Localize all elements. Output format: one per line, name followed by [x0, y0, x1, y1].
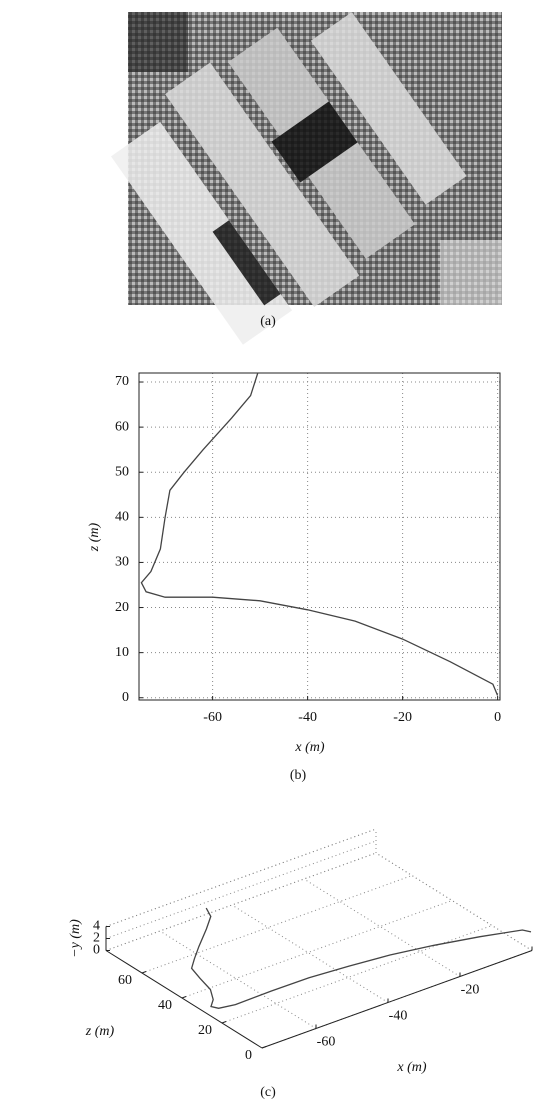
caption: (b) — [290, 768, 307, 783]
z-tick-label: 60 — [118, 973, 132, 988]
tick-mark — [181, 996, 187, 999]
grid-line — [141, 875, 413, 974]
x-tick-label: -20 — [393, 710, 412, 725]
grid-line — [105, 840, 377, 939]
x-tick-label: -40 — [389, 1009, 408, 1024]
x-axis-label: x (m) — [396, 1060, 426, 1075]
y-tick-label: 40 — [115, 510, 129, 525]
x-tick-label: -60 — [203, 710, 222, 725]
x-axis — [261, 950, 533, 1049]
tick-mark — [141, 971, 147, 974]
z-tick-label: 20 — [198, 1023, 212, 1038]
z-tick-label: 0 — [245, 1048, 252, 1063]
grid-line — [303, 878, 461, 977]
grid-line — [221, 925, 493, 1024]
y-tick-label: 60 — [115, 419, 129, 434]
data-line — [140, 372, 499, 696]
x-tick-label: -40 — [298, 710, 317, 725]
caption: (a) — [260, 314, 276, 329]
x-tick-label: 0 — [494, 710, 501, 725]
x-tick-label: -60 — [317, 1035, 336, 1050]
caption: (c) — [260, 1085, 276, 1100]
y-tick-label: 4 — [93, 919, 100, 934]
y-axis-label: −y (m) — [68, 919, 83, 958]
grid-line — [159, 930, 317, 1029]
y-tick-label: 2 — [93, 931, 100, 946]
y-tick-label: 50 — [115, 464, 129, 479]
y-tick-label: 20 — [115, 600, 129, 615]
data-line — [190, 907, 532, 1009]
x-axis-label: x (m) — [294, 740, 324, 755]
plot-frame — [138, 372, 501, 701]
grid-line — [231, 904, 389, 1003]
aerial-image — [111, 12, 502, 345]
y-tick-label: 10 — [115, 645, 129, 660]
grid-line — [375, 852, 533, 951]
y-axis-label: z (m) — [87, 522, 102, 552]
z-tick-label: 40 — [158, 998, 172, 1013]
z-axis-label: z (m) — [85, 1024, 115, 1039]
grid-line — [105, 852, 377, 951]
x-tick-label: -20 — [461, 983, 480, 998]
y-tick-label: 30 — [115, 555, 129, 570]
y-tick-label: 0 — [122, 690, 129, 705]
z-axis — [105, 950, 263, 1049]
grid-line — [105, 828, 377, 927]
grid-line — [181, 900, 453, 999]
y-tick-label: 0 — [93, 943, 100, 958]
tick-mark — [221, 1021, 227, 1024]
y-tick-label: 70 — [115, 374, 129, 389]
